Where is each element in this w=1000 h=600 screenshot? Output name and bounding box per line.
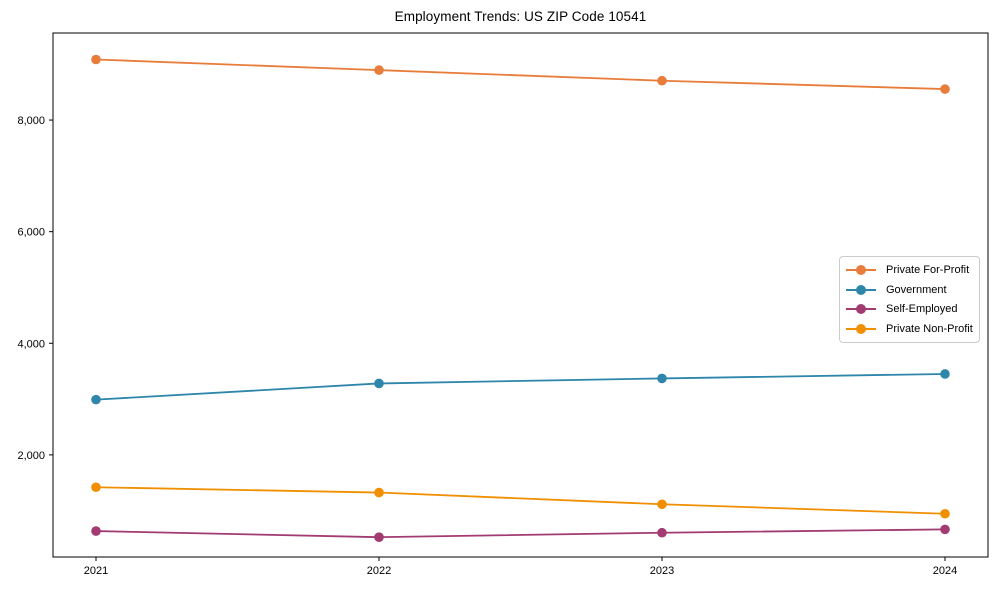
data-point-government-2022 [374,378,384,389]
y-tick-label: 8,000 [17,115,45,127]
legend-entry-government: Government [846,280,973,299]
legend-dot-sample [856,323,866,334]
data-point-private-for-profit-2021 [91,54,101,65]
series-line-self-employed [95,528,946,539]
legend-label-private-non-profit: Private Non-Profit [886,322,973,335]
data-point-private-for-profit-2023 [657,75,667,86]
series-line-private-for-profit [95,58,946,90]
legend-marker-self-employed [846,304,876,315]
legend-label-self-employed: Self-Employed [886,303,958,316]
legend-label-private-for-profit: Private For-Profit [886,264,970,277]
data-point-private-for-profit-2022 [374,65,384,75]
legend-entry-self-employed: Self-Employed [846,300,973,319]
legend: Private For-Profit Government Self-Employe… [839,256,980,343]
x-tick-label: 2021 [84,565,108,577]
data-point-private-non-profit-2024 [940,508,950,519]
data-point-self-employed-2023 [657,527,667,538]
legend-dot-sample [856,304,866,315]
y-tick-label: 2,000 [17,450,45,462]
legend-entry-private-for-profit: Private For-Profit [846,261,973,280]
data-point-private-for-profit-2024 [940,84,950,94]
series-line-private-non-profit [95,486,946,515]
data-point-self-employed-2021 [91,526,101,536]
x-tick-label: 2023 [650,565,674,577]
x-tick-label: 2022 [367,565,391,577]
legend-dot-sample [856,284,866,295]
x-tick-label: 2024 [933,565,957,577]
data-point-private-non-profit-2022 [374,487,384,498]
data-point-self-employed-2022 [374,532,384,542]
axes-frame [52,32,989,558]
data-point-private-non-profit-2021 [91,482,101,493]
data-point-self-employed-2024 [940,524,950,535]
data-point-private-non-profit-2023 [657,499,667,510]
legend-entry-private-non-profit: Private Non-Profit [846,319,973,338]
y-tick-label: 6,000 [17,227,45,239]
data-point-government-2024 [940,369,950,379]
legend-marker-private-non-profit [846,323,876,334]
legend-marker-private-for-profit [846,265,876,276]
chart-title: Employment Trends: US ZIP Code 10541 [394,9,647,24]
data-point-government-2023 [657,373,667,384]
y-tick-label: 4,000 [17,338,45,350]
legend-label-government: Government [886,283,947,296]
legend-marker-government [846,284,876,295]
legend-dot-sample [856,265,866,276]
series-line-government [95,373,946,401]
data-point-government-2021 [91,394,101,405]
